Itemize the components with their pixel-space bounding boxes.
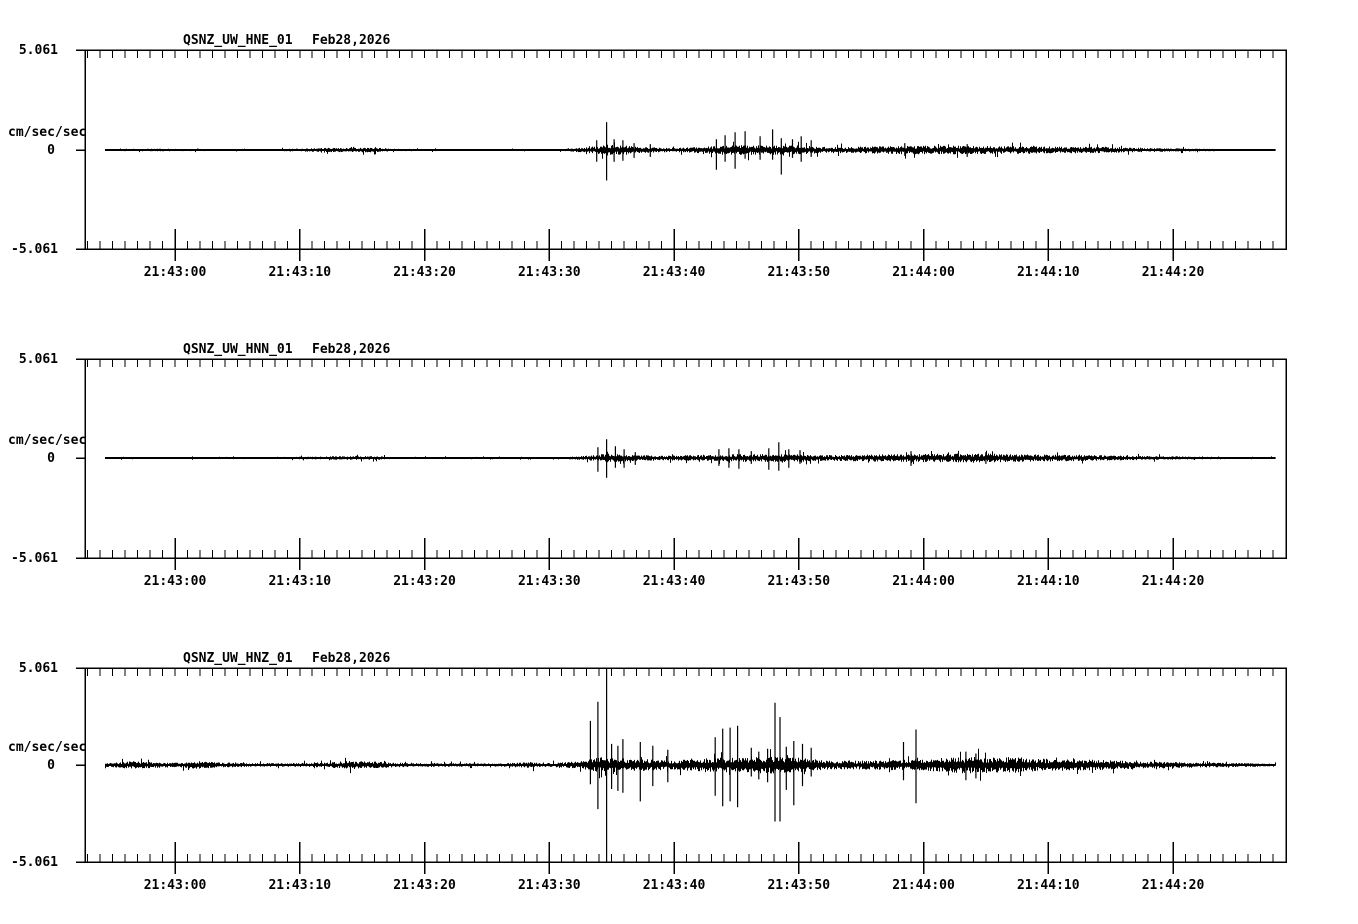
x-tick-label: 21:43:10 bbox=[268, 574, 331, 589]
x-tick-label: 21:44:00 bbox=[892, 574, 955, 589]
waveform-noise-trace bbox=[105, 450, 1276, 465]
panel-title-date: Feb28,2026 bbox=[312, 33, 390, 48]
seismogram-panel: 21:43:00 21:43:10 21:43:20 21:43:30 21:43:40… bbox=[8, 33, 1287, 280]
y-tick-label-min: -5.061 bbox=[11, 551, 58, 566]
y-tick-label-min: -5.061 bbox=[11, 242, 58, 257]
panel-title-station: QSNZ_UW_HNN_01 bbox=[183, 342, 293, 357]
x-tick-label: 21:43:40 bbox=[643, 878, 706, 893]
panel-title-station: QSNZ_UW_HNZ_01 bbox=[183, 651, 293, 666]
y-axis-unit-label: cm/sec/sec bbox=[8, 740, 86, 755]
x-tick-label: 21:43:30 bbox=[518, 574, 581, 589]
x-tick-label: 21:43:20 bbox=[393, 574, 456, 589]
panel-title-station: QSNZ_UW_HNE_01 bbox=[183, 33, 293, 48]
x-tick-label: 21:44:10 bbox=[1017, 878, 1080, 893]
x-tick-label: 21:43:10 bbox=[268, 265, 331, 280]
x-tick-label: 21:43:50 bbox=[767, 878, 830, 893]
x-tick-label: 21:44:20 bbox=[1142, 878, 1205, 893]
waveform-noise-trace bbox=[105, 748, 1276, 781]
y-tick-label-max: 5.061 bbox=[19, 661, 58, 676]
panel-title-date: Feb28,2026 bbox=[312, 651, 390, 666]
x-tick-label: 21:43:40 bbox=[643, 265, 706, 280]
panel-title-date: Feb28,2026 bbox=[312, 342, 390, 357]
y-axis-unit-label: cm/sec/sec bbox=[8, 433, 86, 448]
y-tick-label-max: 5.061 bbox=[19, 43, 58, 58]
x-tick-label: 21:44:20 bbox=[1142, 574, 1205, 589]
x-tick-label: 21:44:10 bbox=[1017, 574, 1080, 589]
y-axis-unit-label: cm/sec/sec bbox=[8, 125, 86, 140]
x-tick-label: 21:43:10 bbox=[268, 878, 331, 893]
seismogram-panel: 21:43:00 21:43:10 21:43:20 21:43:30 21:43:40… bbox=[8, 342, 1287, 589]
x-tick-label: 21:43:20 bbox=[393, 878, 456, 893]
seismogram-panel: 21:43:00 21:43:10 21:43:20 21:43:30 21:43:40… bbox=[8, 651, 1287, 893]
x-tick-label: 21:44:10 bbox=[1017, 265, 1080, 280]
x-tick-label: 21:43:20 bbox=[393, 265, 456, 280]
x-tick-label: 21:43:30 bbox=[518, 265, 581, 280]
waveform-spikes bbox=[589, 668, 977, 862]
y-tick-label-zero: 0 bbox=[47, 143, 55, 158]
x-tick-label: 21:43:50 bbox=[767, 574, 830, 589]
y-tick-label-max: 5.061 bbox=[19, 352, 58, 367]
x-tick-label: 21:43:00 bbox=[144, 265, 207, 280]
x-tick-label: 21:44:00 bbox=[892, 265, 955, 280]
waveform-spikes bbox=[597, 439, 987, 478]
x-tick-label: 21:43:40 bbox=[643, 574, 706, 589]
x-tick-label: 21:43:50 bbox=[767, 265, 830, 280]
x-tick-label: 21:44:00 bbox=[892, 878, 955, 893]
y-tick-label-zero: 0 bbox=[47, 451, 55, 466]
y-tick-label-zero: 0 bbox=[47, 758, 55, 773]
waveform-spikes bbox=[596, 122, 968, 181]
waveform-noise-trace bbox=[105, 141, 1276, 161]
y-tick-label-min: -5.061 bbox=[11, 855, 58, 870]
x-tick-label: 21:43:30 bbox=[518, 878, 581, 893]
x-tick-label: 21:43:00 bbox=[144, 574, 207, 589]
x-tick-label: 21:44:20 bbox=[1142, 265, 1205, 280]
x-tick-label: 21:43:00 bbox=[144, 878, 207, 893]
